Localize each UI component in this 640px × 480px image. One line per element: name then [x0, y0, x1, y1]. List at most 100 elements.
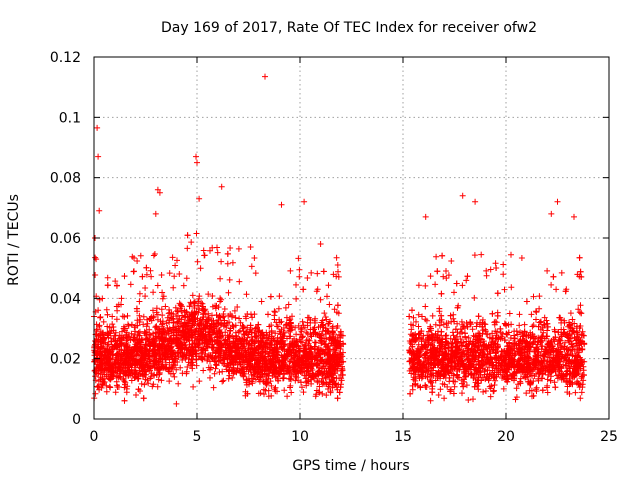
data-point: [312, 393, 319, 400]
data-point: [187, 327, 194, 333]
data-point: [255, 328, 262, 335]
data-point: [333, 254, 340, 261]
data-point: [220, 377, 227, 384]
data-point: [131, 268, 137, 275]
data-point: [107, 384, 114, 391]
data-point: [99, 371, 106, 378]
data-point: [450, 311, 457, 318]
data-point: [99, 295, 106, 302]
data-point: [278, 352, 285, 359]
data-point: [166, 378, 173, 385]
data-point: [578, 389, 585, 396]
data-point: [228, 312, 235, 319]
data-point: [128, 377, 135, 384]
data-point: [171, 373, 178, 380]
data-point: [567, 310, 574, 317]
data-point: [166, 306, 173, 313]
data-point: [315, 345, 322, 351]
data-point: [271, 386, 278, 393]
data-point: [271, 308, 278, 315]
data-point: [267, 378, 274, 385]
data-point: [196, 378, 203, 385]
data-point: [508, 284, 515, 291]
data-point: [174, 257, 180, 264]
data-point: [464, 273, 471, 280]
data-point: [448, 258, 455, 264]
data-point: [441, 395, 448, 402]
data-point: [320, 322, 327, 329]
data-point: [144, 320, 151, 327]
data-point: [281, 387, 288, 394]
data-point: [307, 326, 314, 333]
data-point: [281, 371, 287, 378]
data-point: [340, 341, 347, 348]
data-point: [158, 306, 165, 313]
data-point: [274, 323, 280, 330]
data-point: [463, 382, 470, 389]
data-point: [235, 245, 242, 252]
data-point: [143, 264, 150, 271]
data-point: [317, 360, 323, 367]
data-point: [174, 308, 181, 314]
data-point: [283, 314, 290, 321]
data-point: [558, 269, 565, 276]
data-point: [513, 328, 520, 335]
data-point: [205, 291, 212, 298]
data-point: [217, 295, 224, 302]
data-point: [150, 252, 157, 259]
data-point: [427, 273, 434, 280]
data-point: [305, 342, 312, 349]
data-point: [302, 375, 309, 382]
data-point: [118, 301, 124, 308]
data-point: [133, 305, 140, 312]
data-point: [483, 267, 490, 274]
data-point: [109, 313, 116, 320]
data-point: [114, 350, 121, 357]
data-point: [518, 255, 525, 261]
data-point: [187, 299, 194, 306]
data-point: [162, 345, 169, 352]
data-point: [148, 373, 154, 380]
data-point: [162, 303, 169, 310]
data-point: [493, 265, 500, 271]
data-point: [193, 230, 200, 237]
data-point: [296, 273, 303, 280]
data-point: [214, 244, 220, 251]
data-point: [248, 263, 255, 270]
data-point: [520, 333, 527, 340]
data-point: [190, 383, 197, 390]
data-point: [323, 392, 330, 399]
data-point: [435, 392, 442, 398]
data-point: [121, 378, 128, 385]
data-point: [143, 271, 150, 278]
data-point: [285, 301, 292, 308]
data-points: [91, 73, 588, 407]
data-point: [184, 232, 191, 239]
data-point: [116, 349, 123, 356]
data-point: [97, 314, 104, 321]
data-point: [287, 267, 294, 274]
data-point: [470, 396, 476, 403]
data-point: [211, 370, 218, 377]
data-point: [128, 330, 135, 337]
data-point: [333, 345, 340, 351]
data-point: [197, 265, 204, 272]
data-point: [95, 343, 102, 350]
data-point: [140, 395, 147, 402]
data-point: [143, 323, 150, 330]
data-point: [235, 329, 242, 335]
data-point: [478, 251, 485, 258]
data-point: [463, 277, 470, 284]
data-point: [422, 303, 429, 310]
data-point: [293, 295, 300, 302]
data-point: [119, 328, 125, 335]
data-point: [288, 371, 295, 378]
data-point: [171, 273, 178, 280]
data-point: [141, 381, 148, 388]
data-point: [572, 389, 579, 396]
data-point: [436, 305, 443, 312]
data-point: [288, 389, 295, 396]
data-point: [133, 392, 139, 398]
data-point: [199, 300, 206, 307]
data-point: [207, 247, 213, 254]
